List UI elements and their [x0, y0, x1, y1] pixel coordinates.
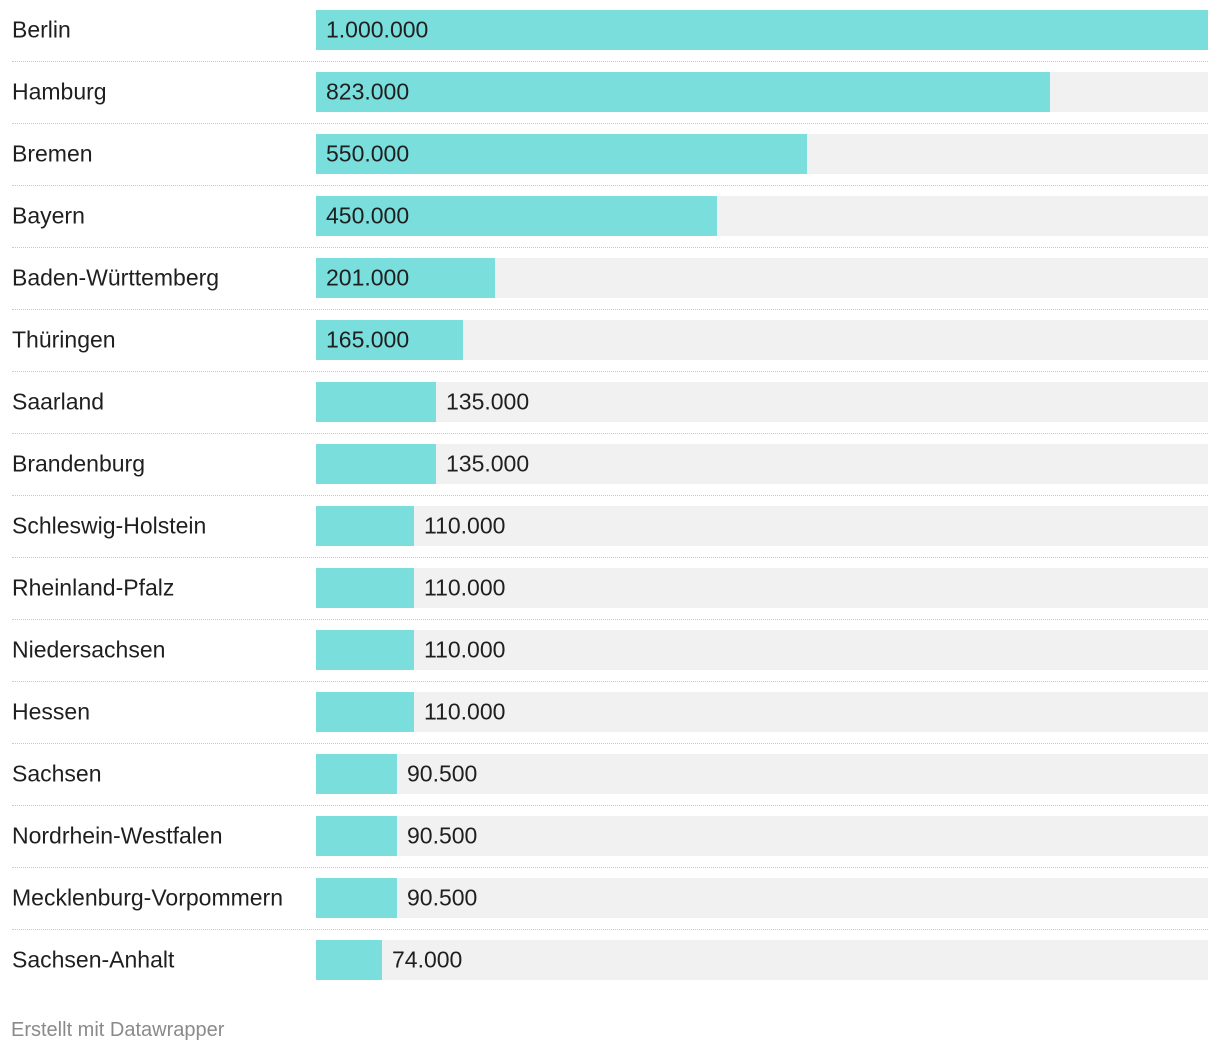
- chart-row: Bremen 550.000: [12, 124, 1208, 186]
- bar-track: 90.500: [316, 754, 1208, 794]
- category-label: Thüringen: [12, 326, 116, 353]
- bar-track: 165.000: [316, 320, 1208, 360]
- chart-row: Schleswig-Holstein 110.000: [12, 496, 1208, 558]
- category-label: Schleswig-Holstein: [12, 512, 207, 539]
- chart-row: Baden-Württemberg 201.000: [12, 248, 1208, 310]
- category-label: Bremen: [12, 140, 93, 167]
- bar: [316, 692, 414, 732]
- bar: [316, 568, 414, 608]
- value-label: 90.500: [407, 884, 478, 911]
- chart-row: Rheinland-Pfalz 110.000: [12, 558, 1208, 620]
- bar-track: 550.000: [316, 134, 1208, 174]
- value-label: 74.000: [392, 946, 463, 973]
- category-label: Nordrhein-Westfalen: [12, 822, 223, 849]
- bar-track: 90.500: [316, 816, 1208, 856]
- chart-row: Niedersachsen 110.000: [12, 620, 1208, 682]
- bar: [316, 630, 414, 670]
- bar-track: 135.000: [316, 444, 1208, 484]
- chart-row: Sachsen 90.500: [12, 744, 1208, 806]
- bar-track: 90.500: [316, 878, 1208, 918]
- category-label: Sachsen-Anhalt: [12, 946, 175, 973]
- bar-track: 110.000: [316, 506, 1208, 546]
- bar: [316, 816, 397, 856]
- category-label: Sachsen: [12, 760, 102, 787]
- footer-credit: Erstellt mit Datawrapper: [11, 1019, 225, 1041]
- category-label: Brandenburg: [12, 450, 145, 477]
- category-label: Bayern: [12, 202, 85, 229]
- category-label: Hamburg: [12, 78, 107, 105]
- bar-track: 110.000: [316, 630, 1208, 670]
- chart-row: Berlin 1.000.000: [12, 0, 1208, 62]
- value-label: 110.000: [424, 512, 506, 539]
- category-label: Baden-Württemberg: [12, 264, 220, 291]
- category-label: Berlin: [12, 16, 71, 43]
- bar-chart: Berlin 1.000.000 Hamburg 823.000 Bremen 550.0…: [12, 0, 1208, 992]
- bar-track: 823.000: [316, 72, 1208, 112]
- bar: [316, 382, 436, 422]
- value-label: 110.000: [424, 636, 506, 663]
- category-label: Hessen: [12, 698, 90, 725]
- value-label: 110.000: [424, 698, 506, 725]
- bar-track: 450.000: [316, 196, 1208, 236]
- bar-track: 135.000: [316, 382, 1208, 422]
- bar: [316, 72, 1050, 112]
- bar-track: 201.000: [316, 258, 1208, 298]
- bar-track: 110.000: [316, 568, 1208, 608]
- category-label: Mecklenburg-Vorpommern: [12, 884, 284, 911]
- chart-row: Thüringen 165.000: [12, 310, 1208, 372]
- bar: [316, 754, 397, 794]
- bar: [316, 320, 463, 360]
- category-label: Rheinland-Pfalz: [12, 574, 175, 601]
- bar: [316, 444, 436, 484]
- chart-row: Bayern 450.000: [12, 186, 1208, 248]
- chart-row: Hessen 110.000: [12, 682, 1208, 744]
- bar: [316, 10, 1208, 50]
- value-label: 550.000: [326, 140, 410, 167]
- chart-row: Hamburg 823.000: [12, 62, 1208, 124]
- bar: [316, 878, 397, 918]
- chart-row: Sachsen-Anhalt 74.000: [12, 930, 1208, 992]
- bar-track: 1.000.000: [316, 10, 1208, 50]
- value-label: 135.000: [446, 388, 530, 415]
- value-label: 1.000.000: [326, 16, 429, 43]
- value-label: 135.000: [446, 450, 530, 477]
- chart-row: Brandenburg 135.000: [12, 434, 1208, 496]
- bar-track: 110.000: [316, 692, 1208, 732]
- category-label: Saarland: [12, 388, 105, 415]
- bar: [316, 506, 414, 546]
- value-label: 201.000: [326, 264, 410, 291]
- value-label: 823.000: [326, 78, 410, 105]
- bar: [316, 134, 807, 174]
- value-label: 110.000: [424, 574, 506, 601]
- category-label: Niedersachsen: [12, 636, 166, 663]
- value-label: 165.000: [326, 326, 410, 353]
- chart-row: Nordrhein-Westfalen 90.500: [12, 806, 1208, 868]
- chart-row: Mecklenburg-Vorpommern 90.500: [12, 868, 1208, 930]
- chart-row: Saarland 135.000: [12, 372, 1208, 434]
- bar-track: 74.000: [316, 940, 1208, 980]
- value-label: 450.000: [326, 202, 410, 229]
- value-label: 90.500: [407, 822, 478, 849]
- bar: [316, 258, 495, 298]
- bar: [316, 940, 382, 980]
- value-label: 90.500: [407, 760, 478, 787]
- bar: [316, 196, 717, 236]
